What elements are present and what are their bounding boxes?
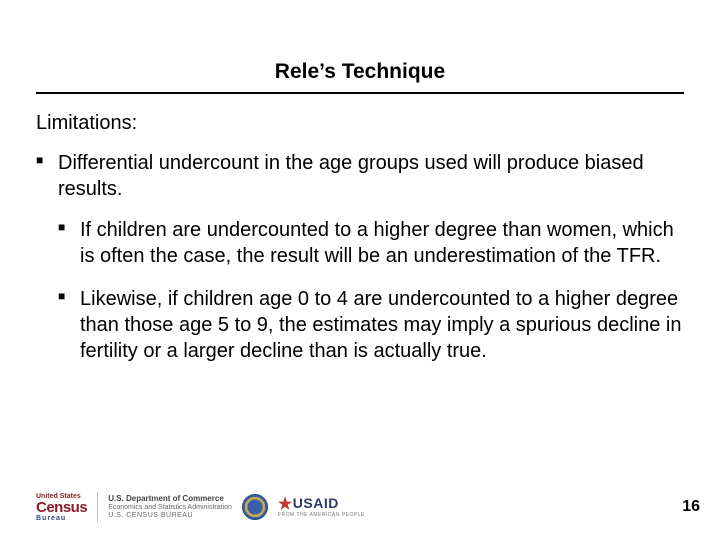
- census-logo-text: United States Census Bureau: [36, 493, 87, 522]
- usaid-logo: ★USAID FROM THE AMERICAN PEOPLE: [278, 496, 365, 518]
- star-icon: ★: [278, 496, 293, 513]
- usaid-main-text: USAID: [293, 495, 339, 511]
- usaid-sub: FROM THE AMERICAN PEOPLE: [278, 513, 365, 518]
- logo-divider: [97, 492, 98, 522]
- sub-bullet-list: If children are undercounted to a higher…: [58, 218, 684, 364]
- slide: Rele’s Technique Limitations: Differenti…: [0, 0, 720, 540]
- doc-line1: U.S. Department of Commerce: [108, 494, 232, 503]
- page-number: 16: [682, 498, 700, 516]
- usaid-main: ★USAID: [278, 496, 365, 513]
- title-rule: [36, 92, 684, 94]
- seal-icon: [242, 494, 268, 520]
- census-line3: Bureau: [36, 515, 87, 522]
- bullet-text: Differential undercount in the age group…: [58, 152, 644, 200]
- doc-line2: Economics and Statistics Administration: [108, 504, 232, 512]
- doc-block: U.S. Department of Commerce Economics an…: [108, 494, 232, 519]
- bullet-list: Differential undercount in the age group…: [36, 151, 684, 364]
- slide-title: Rele’s Technique: [36, 60, 684, 92]
- list-item: Likewise, if children age 0 to 4 are und…: [58, 287, 684, 364]
- footer-logos: United States Census Bureau U.S. Departm…: [36, 492, 365, 522]
- census-line2: Census: [36, 500, 87, 515]
- footer: United States Census Bureau U.S. Departm…: [36, 492, 700, 522]
- list-item: Differential undercount in the age group…: [36, 151, 684, 364]
- list-item: If children are undercounted to a higher…: [58, 218, 684, 269]
- doc-line3: U.S. CENSUS BUREAU: [108, 512, 232, 520]
- bullet-text: Likewise, if children age 0 to 4 are und…: [80, 288, 681, 361]
- subheading: Limitations:: [36, 112, 684, 135]
- bullet-text: If children are undercounted to a higher…: [80, 219, 674, 267]
- census-logo: United States Census Bureau: [36, 493, 87, 522]
